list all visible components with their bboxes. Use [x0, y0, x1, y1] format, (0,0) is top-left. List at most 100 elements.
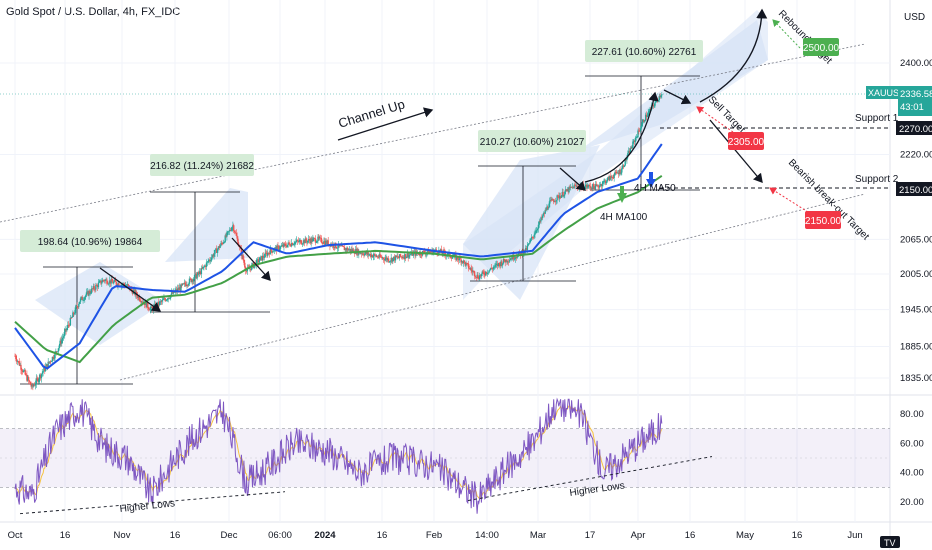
candle-body	[37, 378, 39, 382]
candle-body	[258, 260, 260, 263]
candle-body	[310, 238, 312, 244]
candle-body	[22, 370, 25, 373]
candle-body	[418, 254, 420, 256]
candle-body	[627, 150, 630, 154]
rsi-trendline-2	[467, 456, 713, 501]
time-axis[interactable]: Oct 16 Nov 16 Dec 06:00 2024 16 Feb 14:00 Mar 17 Apr…	[8, 530, 863, 541]
candle-body	[502, 258, 505, 264]
candle-body	[299, 240, 301, 241]
candle-body	[103, 280, 106, 282]
candle-body	[386, 257, 388, 261]
candle-body	[44, 367, 46, 371]
candle-body	[259, 257, 261, 261]
candle-body	[620, 172, 622, 174]
candle-body	[208, 259, 210, 262]
candle-body	[201, 268, 203, 269]
candle-body	[179, 287, 181, 291]
time-tick-label: 16	[170, 530, 181, 541]
candle-body	[62, 336, 65, 338]
candle-body	[616, 172, 618, 174]
time-tick-label: 14:00	[475, 530, 499, 541]
candle-body	[594, 184, 597, 190]
candle-body	[164, 298, 166, 300]
candle-body	[54, 352, 56, 359]
candle-body	[349, 248, 352, 252]
candle-body	[495, 264, 497, 266]
candle-body	[658, 96, 660, 100]
candle-body	[430, 251, 432, 253]
svg-text:2336.58: 2336.58	[900, 89, 932, 100]
candle-body	[396, 256, 398, 258]
candle-body	[73, 313, 76, 315]
candle-body	[492, 267, 495, 270]
candle-body	[203, 266, 205, 268]
candle-body	[165, 299, 168, 301]
candle-body	[166, 299, 169, 301]
candle-body	[496, 263, 499, 266]
candle-body	[393, 256, 396, 261]
candle-body	[345, 248, 347, 251]
candle-body	[170, 292, 173, 295]
candle-body	[133, 289, 135, 291]
candle-body	[141, 301, 144, 303]
candle-body	[619, 169, 621, 174]
candle-body	[371, 255, 374, 258]
time-tick-label: Nov	[114, 530, 131, 541]
candle-body	[140, 300, 142, 303]
candle-body	[130, 287, 133, 291]
ma100-line	[14, 174, 663, 364]
candle-body	[112, 281, 114, 284]
candle-body	[569, 187, 571, 188]
price-axis[interactable]: 1835.00 1885.00 1945.00 2005.00 2065.00 2220.…	[900, 58, 932, 508]
candle-body	[312, 238, 314, 242]
channel-highlight	[165, 188, 248, 262]
candle-body	[507, 261, 509, 263]
candle-body	[25, 374, 27, 376]
candle-body	[297, 241, 300, 242]
candle-body	[637, 130, 639, 137]
candle-body	[439, 249, 442, 252]
candle-body	[409, 254, 411, 256]
candle-body	[360, 253, 363, 255]
measure-box	[585, 40, 703, 62]
candle-body	[181, 284, 183, 286]
time-tick-label: Mar	[530, 530, 546, 541]
candle-body	[109, 280, 112, 284]
candle-body	[224, 235, 226, 243]
candle-body	[616, 172, 619, 174]
candle-body	[175, 289, 177, 291]
candle-body	[307, 238, 310, 241]
candle-body	[327, 240, 329, 246]
candle-body	[485, 271, 488, 274]
candle-body	[546, 206, 548, 211]
candle-body	[475, 277, 477, 278]
candle-body	[394, 255, 397, 261]
candle-body	[516, 257, 518, 258]
candle-body	[50, 361, 53, 362]
candle-body	[49, 361, 51, 363]
candle-body	[292, 244, 295, 246]
candle-body	[210, 260, 212, 262]
candle-body	[298, 240, 300, 242]
candle-body	[481, 271, 483, 274]
candle-body	[633, 140, 636, 142]
candle-body	[372, 256, 375, 258]
candle-body	[186, 285, 188, 286]
candle-body	[113, 281, 115, 284]
candle-body	[98, 281, 100, 283]
candle-body	[484, 271, 487, 276]
candle-body	[257, 259, 260, 263]
candle-body	[586, 185, 588, 188]
candle-body	[126, 284, 129, 286]
candle-body	[43, 367, 45, 372]
candle-body	[364, 251, 367, 254]
candle-body	[130, 287, 132, 290]
candle-body	[204, 265, 206, 267]
candle-body	[105, 279, 107, 281]
candle-body	[128, 285, 130, 287]
candle-body	[162, 299, 164, 301]
candle-body	[187, 285, 189, 286]
candle-body	[97, 282, 100, 288]
candle-body	[643, 119, 645, 122]
